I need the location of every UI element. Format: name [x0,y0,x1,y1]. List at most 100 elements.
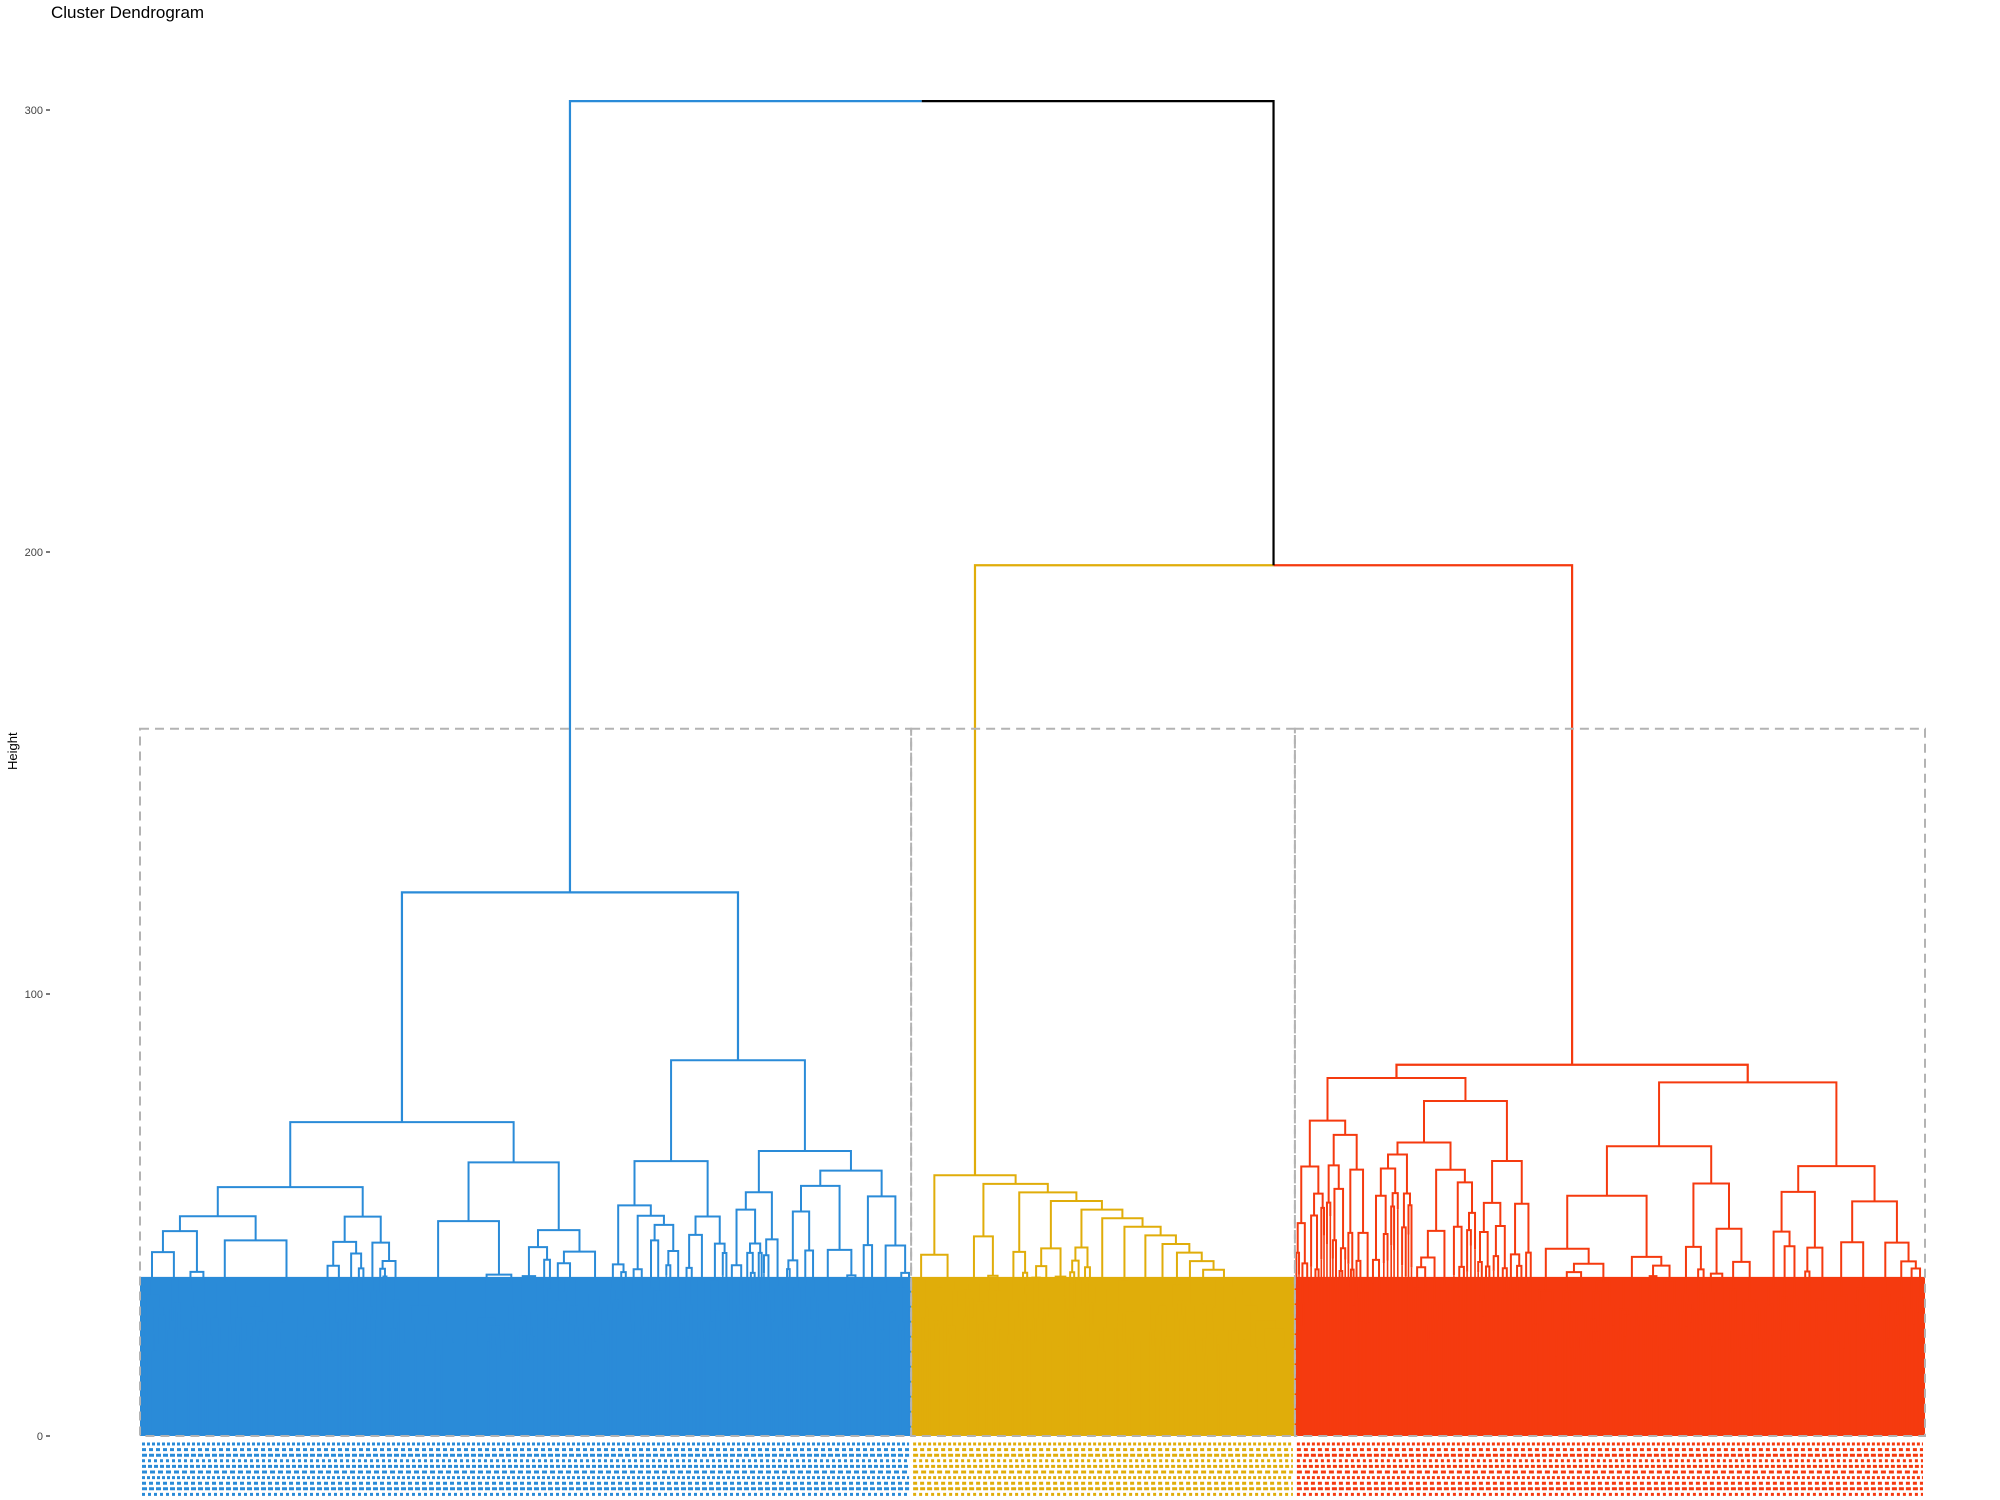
dendrogram-link [1339,1247,1347,1272]
dendrogram-link [900,1271,911,1307]
dendrogram-link [1310,1214,1319,1270]
dendrogram-link [1414,1287,1421,1314]
dendrogram-link [852,1302,858,1325]
dendrogram-link [1161,1242,1191,1305]
dendrogram-link [1919,1323,1925,1354]
dendrogram-link [1567,1321,1573,1348]
dendrogram-link [368,1290,377,1320]
dendrogram-link [1074,1246,1089,1268]
dendrogram-link [1479,1231,1489,1267]
dendrogram-link [1780,1190,1816,1248]
dendrogram-link [173,1302,181,1327]
dendrogram-link [1231,1330,1239,1351]
dendrogram-link [208,1333,215,1363]
dendrogram-link [1308,1119,1347,1167]
dendrogram-link [361,1289,366,1329]
dendrogram-link [235,1317,242,1351]
dendrogram-link [1242,1303,1260,1340]
cluster-cut-box [139,727,913,1437]
dendrogram-link [966,1281,982,1303]
dendrogram-link [1018,1191,1078,1252]
dendrogram-link [400,891,740,1123]
dendrogram-link [1605,1145,1713,1196]
dendrogram-link [630,1297,637,1323]
dendrogram-link [1031,1276,1041,1320]
dendrogram-link [879,1329,886,1344]
dendrogram-link [1012,1250,1027,1301]
dendrogram-link [1492,1255,1500,1280]
dendrogram-link [1401,1226,1407,1277]
dendrogram-link [1080,1208,1124,1248]
dendrogram-link [274,1329,281,1350]
dendrogram-link [1514,1202,1530,1255]
dendrogram-link [1036,1318,1043,1342]
dendrogram-link [617,1204,652,1265]
dendrogram-link [654,1290,662,1323]
dendrogram-link [1592,1291,1602,1327]
dendrogram-link [183,1326,190,1352]
dendrogram-link [729,1292,735,1320]
dendrogram-link [1355,1259,1362,1299]
dendrogram-link [1477,1261,1483,1297]
dendrogram-link [1715,1227,1743,1274]
dendrogram-link [276,1320,288,1348]
dendrogram-link [1156,1303,1169,1338]
dendrogram-link [234,1332,240,1353]
dendrogram-link [772,1285,783,1321]
dendrogram-link [847,1310,852,1341]
dendrogram-link [1396,1141,1452,1170]
dendrogram-link [381,1260,397,1301]
dendrogram-link [158,1314,166,1345]
dendrogram-link [446,1308,467,1344]
leaf-band [911,1276,1295,1436]
dendrogram-link [672,1313,678,1345]
dendrogram-link [295,1313,314,1340]
dendrogram-link [1566,1194,1648,1257]
dendrogram-link [819,1169,883,1197]
dendrogram-link [1622,1278,1642,1312]
dendrogram-link [1516,1264,1523,1313]
dendrogram-link [582,1336,588,1356]
dendrogram-link [866,1195,897,1246]
dendrogram-link [1484,1265,1491,1299]
dendrogram-link [357,1267,365,1316]
dendrogram-link [1395,1063,1749,1083]
dendrogram-link [800,1184,841,1250]
dendrogram-link [1456,1181,1474,1227]
dendrogram-link [1825,1321,1831,1340]
dendrogram-link [519,1315,527,1342]
dendrogram-link [1523,1283,1529,1306]
dendrogram-link [757,1251,763,1302]
dendrogram-link [1851,1200,1898,1243]
dendrogram-link [1313,1192,1324,1216]
dendrogram-link [787,1259,799,1288]
dendrogram-link [485,1273,513,1319]
dendrogram-link [391,1299,400,1330]
dendrogram-link [1379,1167,1397,1196]
dendrogram-link [1093,1302,1101,1333]
dendrogram-link [653,1223,675,1251]
dendrogram-link [1508,1288,1514,1331]
dendrogram-link [694,1215,721,1244]
dendrogram-link [1255,1320,1276,1348]
dendrogram-link [1697,1268,1705,1315]
dendrogram-link [1668,1316,1675,1350]
dendrogram-link [1040,1247,1062,1277]
dendrogram-link [920,1253,949,1280]
dendrogram-link [1301,1262,1309,1305]
dendrogram-link [674,1297,683,1324]
dendrogram-link [1592,1331,1598,1344]
dendrogram-link [1095,1286,1109,1329]
dendrogram-link [1468,1211,1477,1250]
dendrogram-link [517,1325,523,1338]
dendrogram-tree [140,100,1925,1436]
dendrogram-link [1054,1275,1067,1313]
dendrogram-link [247,1304,263,1325]
dendrogram-link [1223,1285,1245,1332]
dendrogram-link [153,1306,164,1333]
dendrogram-link [467,1161,560,1231]
dendrogram-link [1579,1336,1586,1355]
dendrogram-link [1200,1302,1207,1341]
y-tick-label: 300 [25,105,43,117]
dendrogram-link [749,1271,756,1314]
